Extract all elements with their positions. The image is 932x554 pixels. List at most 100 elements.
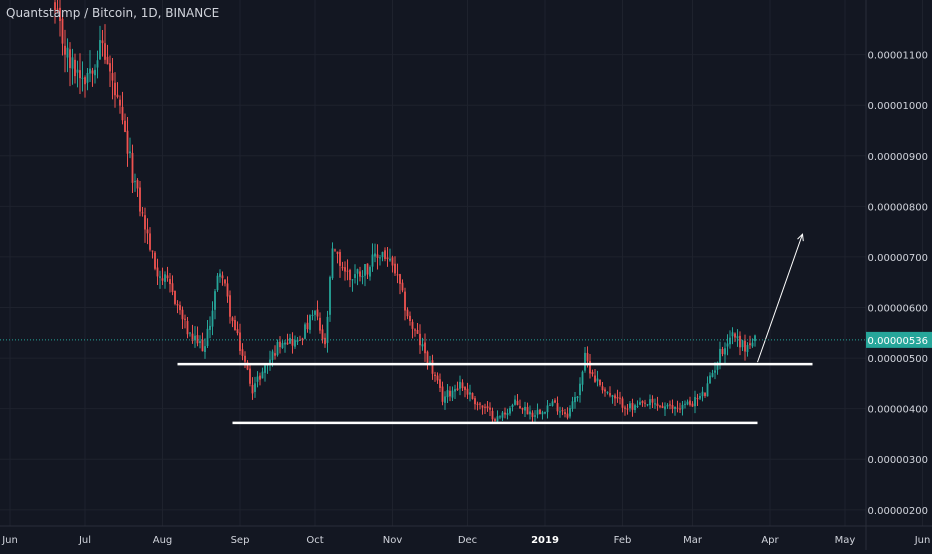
candle-body <box>661 405 664 408</box>
price-tick-label: 0.00000800 <box>868 202 928 213</box>
candle-body <box>651 398 654 403</box>
candles <box>54 0 756 423</box>
candle-body <box>126 130 129 154</box>
candle-body <box>654 403 656 405</box>
candle-body <box>486 406 489 409</box>
candle-body <box>316 309 319 317</box>
candle-body <box>91 70 94 74</box>
candle-body <box>59 7 61 22</box>
candle-body <box>276 341 279 356</box>
time-axis[interactable]: Jun Jul Aug Sep Oct Nov Dec 2019 Feb Mar Apr May Jun <box>0 525 932 546</box>
candle-body <box>634 405 636 411</box>
price-tick-label: 0.00000900 <box>868 152 928 163</box>
candle-body <box>566 413 569 418</box>
candle-body <box>364 264 366 276</box>
candle-body <box>619 397 621 399</box>
candle-body <box>676 407 679 409</box>
candle-body <box>741 340 744 348</box>
candle-body <box>706 383 709 397</box>
candle-body <box>746 345 749 352</box>
candle-body <box>484 406 486 408</box>
time-tick-label: Jun <box>1 535 18 546</box>
candle-body <box>94 69 96 76</box>
candle-body <box>269 359 271 364</box>
candle-body <box>549 404 551 406</box>
annotations <box>0 233 866 425</box>
candle-body <box>699 396 701 399</box>
candle-body <box>406 309 409 317</box>
candle-body <box>374 253 376 257</box>
time-tick-label: Oct <box>306 535 323 546</box>
candle-body <box>239 332 241 351</box>
candle-body <box>251 384 254 394</box>
time-tick-label: Jun <box>914 535 931 546</box>
price-tick-label: 0.00000200 <box>868 506 928 517</box>
candle-body <box>481 405 484 408</box>
candle-body <box>214 291 216 310</box>
candle-body <box>479 403 481 405</box>
candle-body <box>294 340 296 347</box>
candle-body <box>646 404 649 406</box>
candle-body <box>71 57 74 69</box>
candle-body <box>511 404 514 407</box>
candle-body <box>541 412 544 415</box>
candle-body <box>79 70 81 79</box>
candle-body <box>379 257 381 259</box>
candle-body <box>539 409 541 415</box>
candle-body <box>206 328 209 347</box>
candle-body <box>409 315 411 322</box>
candle-body <box>226 283 229 297</box>
candle-body <box>441 386 444 402</box>
price-axis[interactable]: 0.00000200 0.00000300 0.00000400 0.00000500… <box>865 0 932 550</box>
candle-body <box>146 229 149 234</box>
candle-body <box>284 342 286 345</box>
candle-body <box>299 339 301 341</box>
candle-body <box>574 397 576 403</box>
candle-body <box>394 263 396 274</box>
candle-body <box>726 343 729 347</box>
candle-body <box>174 290 176 304</box>
candle-body <box>89 68 91 74</box>
candle-body <box>446 390 449 398</box>
candle-body <box>224 279 226 284</box>
candle-body <box>386 257 389 259</box>
candle-body <box>96 60 99 68</box>
candle-body <box>161 278 164 281</box>
candle-body <box>731 332 734 337</box>
candle-body <box>724 348 726 355</box>
candle-body <box>696 398 699 400</box>
candle-body <box>69 49 71 69</box>
candle-body <box>211 310 214 327</box>
candle-body <box>489 407 491 410</box>
projection-arrow-head <box>797 233 804 242</box>
candle-body <box>166 275 169 279</box>
candle-body <box>591 372 594 375</box>
candle-body <box>151 250 154 252</box>
projection-arrow-line[interactable] <box>757 234 803 363</box>
candle-body <box>469 392 471 395</box>
candle-body <box>234 320 236 331</box>
candle-body <box>249 368 251 384</box>
candle-body <box>711 373 714 377</box>
candle-body <box>186 321 189 335</box>
candle-body <box>551 401 554 406</box>
candle-body <box>429 361 431 363</box>
candle-body <box>346 270 349 272</box>
candle-body <box>329 277 331 315</box>
candle-body <box>606 391 609 393</box>
candle-body <box>616 397 619 399</box>
candle-body <box>609 393 611 396</box>
candle-body <box>199 341 201 343</box>
candle-body <box>641 400 644 403</box>
candle-body <box>516 400 519 405</box>
candle-body <box>736 336 739 339</box>
candle-body <box>141 212 144 214</box>
candle-body <box>396 274 399 276</box>
candle-body <box>704 392 706 396</box>
candle-body <box>171 283 174 292</box>
candle-body <box>621 398 624 408</box>
time-tick-label: Jul <box>78 535 91 546</box>
time-tick-label: Feb <box>614 535 632 546</box>
